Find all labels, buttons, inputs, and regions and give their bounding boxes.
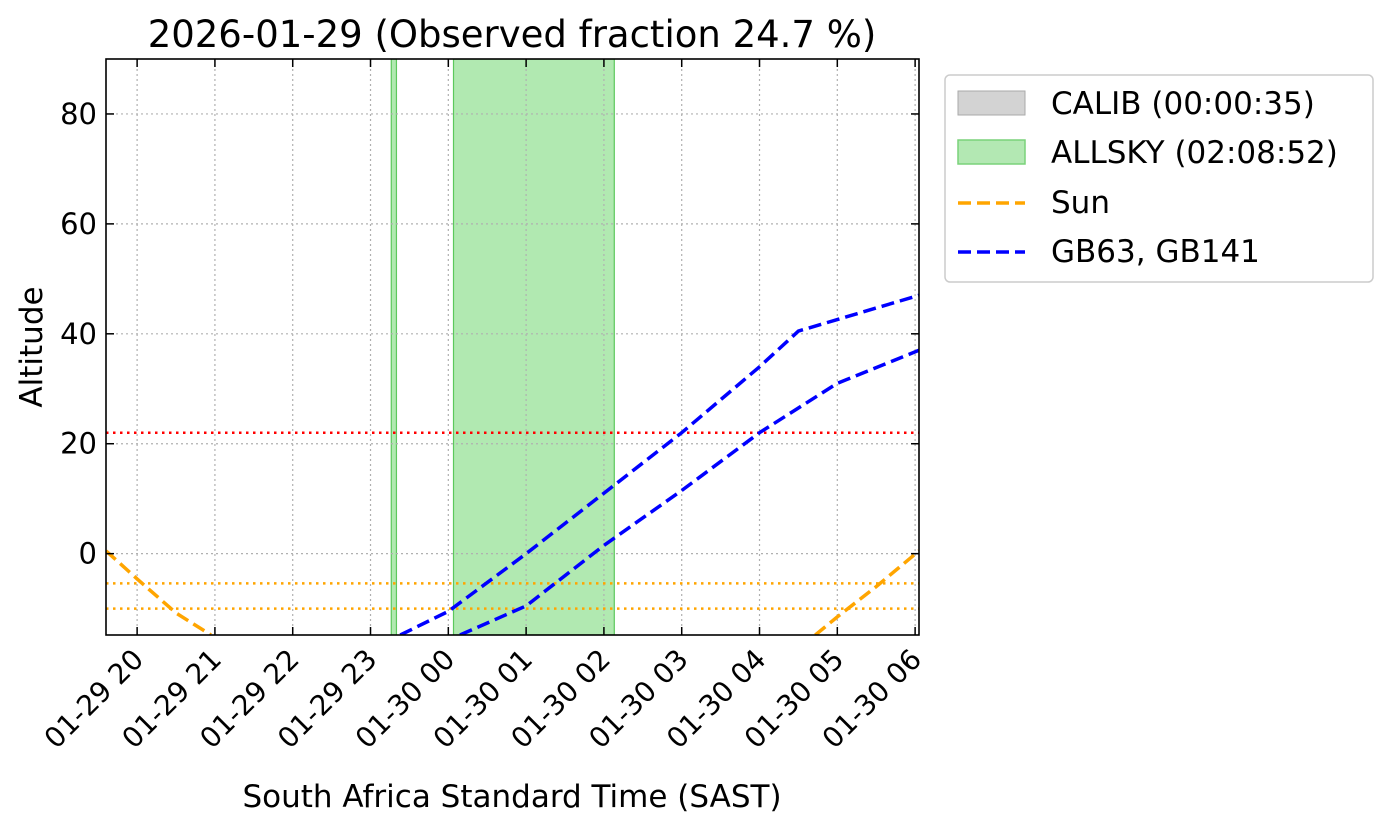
legend: CALIB (00:00:35) ALLSKY (02:08:52) Sun G… bbox=[945, 75, 1373, 282]
y-axis-label: Altitude bbox=[14, 286, 50, 407]
band-1-interval-0 bbox=[391, 59, 396, 635]
x-axis-label: South Africa Standard Time (SAST) bbox=[242, 779, 781, 815]
legend-label-targets: GB63, GB141 bbox=[1051, 234, 1260, 270]
legend-label-sun: Sun bbox=[1051, 185, 1110, 221]
y-tick-label-4: 80 bbox=[60, 97, 97, 131]
y-tick-label-2: 40 bbox=[60, 317, 97, 351]
y-tick-label-1: 20 bbox=[60, 427, 97, 461]
legend-swatch-allsky bbox=[958, 140, 1025, 164]
legend-label-allsky: ALLSKY (02:08:52) bbox=[1051, 135, 1338, 171]
chart-title: 2026-01-29 (Observed fraction 24.7 %) bbox=[148, 13, 877, 56]
y-tick-label-0: 0 bbox=[79, 537, 97, 571]
y-tick-label-3: 60 bbox=[60, 207, 97, 241]
legend-swatch-calib bbox=[958, 91, 1025, 115]
legend-label-calib: CALIB (00:00:35) bbox=[1051, 86, 1315, 122]
